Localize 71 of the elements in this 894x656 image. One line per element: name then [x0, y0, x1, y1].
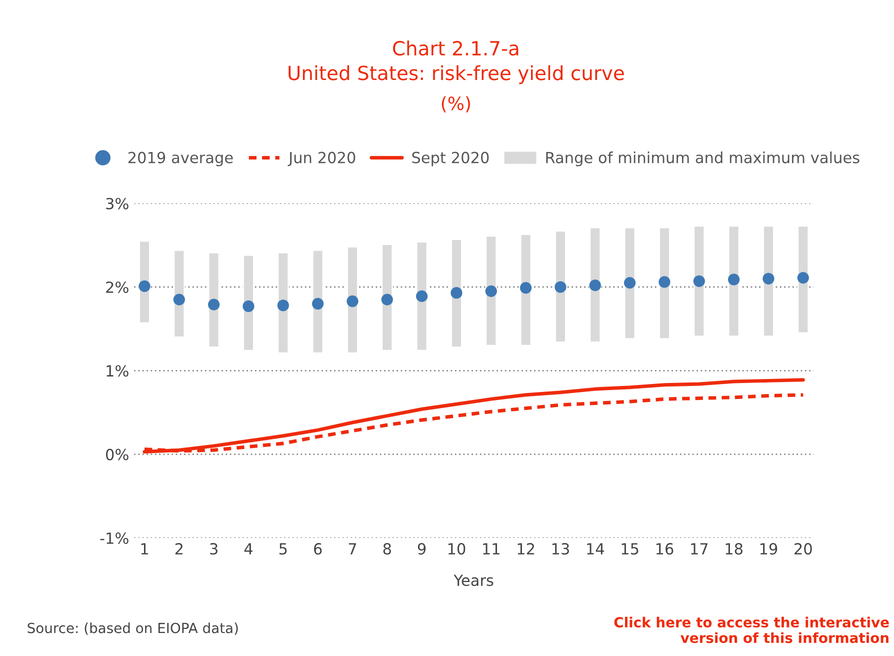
y-tick-label: 1%: [106, 365, 128, 377]
y-tick-label: -1%: [100, 532, 128, 544]
point: [520, 282, 532, 294]
x-tick-label: 5: [279, 543, 287, 555]
chart-title: Chart 2.1.7-a United States: risk-free yield curve: [288, 40, 624, 84]
bar: [554, 230, 566, 343]
point: [728, 274, 740, 286]
point: [277, 300, 289, 312]
point: [624, 277, 636, 289]
bar: [728, 225, 740, 338]
bar: [346, 246, 358, 354]
x-tick-label: 10: [448, 543, 466, 555]
x-tick-label: 8: [383, 543, 391, 555]
x-tick-label: 14: [587, 543, 604, 554]
bar: [624, 226, 636, 340]
bar: [416, 241, 428, 352]
x-tick-label: 4: [244, 543, 252, 554]
x-tick-label: 15: [622, 543, 638, 555]
x-tick-label: 6: [314, 543, 322, 555]
x-tick-label: 20: [794, 543, 812, 555]
point: [762, 272, 774, 284]
bar: [208, 252, 220, 348]
point: [554, 281, 566, 293]
x-tick-label: 19: [760, 543, 778, 555]
bar: [381, 244, 394, 352]
x-tick-label: 18: [726, 543, 742, 555]
point: [346, 295, 358, 308]
x-axis-title: Years: [454, 574, 494, 586]
bar: [589, 226, 602, 343]
y-tick-label: 2%: [106, 281, 128, 294]
point: [381, 294, 393, 306]
point: [693, 275, 705, 287]
x-tick-label: 9: [418, 543, 426, 555]
point: [173, 294, 185, 306]
point: [658, 276, 670, 288]
bar: [520, 234, 532, 346]
bar: [450, 238, 462, 348]
chart-subtitle: (%): [442, 96, 470, 112]
legend-label: 2019 average: [128, 152, 233, 166]
x-tick-label: 13: [552, 543, 569, 555]
x-tick-label: 7: [348, 543, 356, 554]
x-tick-label: 2: [175, 543, 182, 554]
x-tick-label: 17: [691, 543, 708, 554]
point: [416, 290, 428, 302]
point: [797, 272, 809, 284]
y-tick-label: 3%: [106, 198, 128, 210]
x-tick-label: 11: [483, 543, 500, 554]
legend-label: Range of minimum and maximum values: [546, 152, 860, 166]
y-tick-label: 0%: [106, 448, 128, 460]
bar: [312, 250, 324, 354]
point: [485, 285, 497, 297]
point: [208, 298, 220, 310]
x-tick-label: 1: [141, 543, 148, 554]
bar: [658, 226, 670, 340]
bar: [485, 235, 498, 346]
x-tick-label: 12: [518, 543, 534, 554]
line-series: [142, 378, 805, 454]
point: [450, 287, 462, 299]
bar: [277, 252, 290, 354]
x-tick-label: 16: [656, 543, 674, 555]
bar: [693, 225, 706, 338]
source-note: Source: (based on EIOPA data): [28, 622, 238, 635]
point: [138, 280, 150, 292]
x-tick-label: 3: [210, 543, 218, 555]
bar: [797, 225, 810, 334]
point: [312, 298, 324, 310]
text: Click here to access the interactive version of this information: [614, 616, 889, 644]
point: [589, 280, 601, 292]
legend-label: Jun 2020: [288, 152, 356, 166]
legend-label: Sept 2020: [412, 152, 489, 166]
bar: [762, 225, 774, 338]
